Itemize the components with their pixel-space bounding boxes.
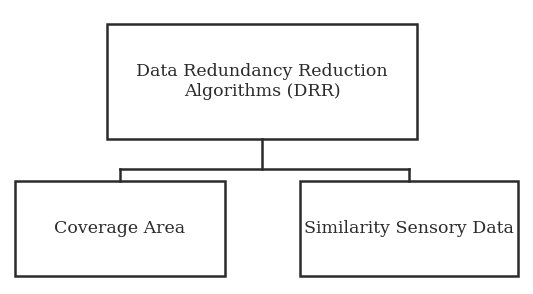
Text: Similarity Sensory Data: Similarity Sensory Data (304, 220, 514, 237)
Bar (300, 181, 518, 276)
Bar (107, 24, 417, 139)
Text: Data Redundancy Reduction
Algorithms (DRR): Data Redundancy Reduction Algorithms (DR… (136, 63, 388, 100)
Bar (15, 181, 225, 276)
Text: Coverage Area: Coverage Area (54, 220, 185, 237)
